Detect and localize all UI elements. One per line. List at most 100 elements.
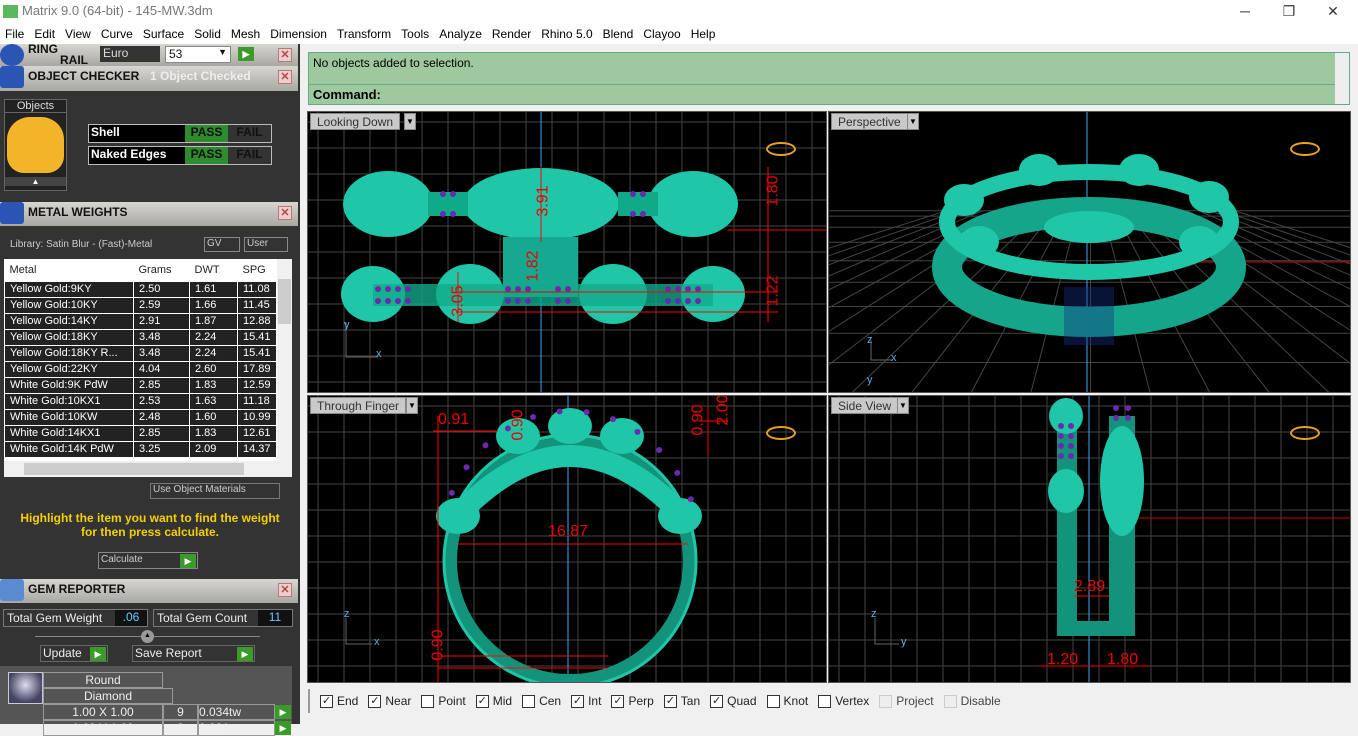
menu-edit[interactable]: Edit: [34, 27, 56, 41]
osnap-vertex[interactable]: Vertex: [818, 694, 869, 708]
osnap-knot[interactable]: Knot: [766, 694, 808, 708]
objects-thumbnail[interactable]: Objects ▲: [4, 99, 67, 191]
osnap-point[interactable]: Point: [421, 694, 466, 708]
maximize-button[interactable]: ❐: [1282, 3, 1296, 19]
menu-curve[interactable]: Curve: [100, 27, 133, 41]
close-panel-button[interactable]: ✕: [278, 583, 292, 597]
table-row[interactable]: Yellow Gold:22KY 4.04 2.60 17.89: [4, 360, 277, 378]
menu-solid[interactable]: Solid: [194, 27, 221, 41]
checkbox[interactable]: ✓: [368, 694, 382, 708]
osnap-project[interactable]: Project: [879, 694, 934, 708]
menu-transform[interactable]: Transform: [336, 27, 392, 41]
checkbox[interactable]: [522, 694, 536, 708]
table-row[interactable]: Yellow Gold:14KY 2.91 1.87 12.88: [4, 312, 277, 330]
gem-row[interactable]: 1.00 X 1.00 9 0.034tw ▶: [43, 704, 292, 720]
save-report-button[interactable]: Save Report ▶: [132, 645, 255, 662]
view-orientation-icon[interactable]: [766, 142, 796, 156]
column-header[interactable]: SPG: [237, 259, 277, 281]
select-gem-button[interactable]: ▶: [275, 705, 291, 719]
menu-help[interactable]: Help: [690, 27, 716, 41]
viewport-label[interactable]: Looking Down: [310, 113, 401, 130]
menu-analyze[interactable]: Analyze: [439, 27, 482, 41]
checkbox[interactable]: [421, 694, 435, 708]
checkbox[interactable]: [879, 694, 893, 708]
viewport-looking-down[interactable]: Looking Down ▼ 3.91 1.82 1.80 1.22 3.05 y x: [307, 111, 827, 393]
view-orientation-icon[interactable]: [766, 426, 796, 440]
table-row[interactable]: White Gold:10KW 2.48 1.60 10.99: [4, 408, 277, 426]
checkbox[interactable]: ✓: [475, 694, 489, 708]
close-panel-button[interactable]: ✕: [278, 206, 292, 220]
ring-size-select[interactable]: 53 ▼: [165, 46, 231, 63]
osnap-perp[interactable]: ✓ Perp: [611, 694, 654, 708]
checkbox[interactable]: ✓: [611, 694, 625, 708]
view-orientation-icon[interactable]: [1290, 142, 1320, 156]
apply-size-button[interactable]: ▶: [238, 47, 254, 61]
use-object-materials-toggle[interactable]: Use Object Materials: [150, 483, 280, 499]
menu-blend[interactable]: Blend: [602, 27, 634, 41]
collapse-icon[interactable]: ▲: [141, 630, 154, 643]
column-header[interactable]: Metal: [4, 259, 134, 281]
viewport-through-finger[interactable]: Through Finger ▼ 0.91 0.90 2.00 16.87 0.90 0.90…: [307, 395, 827, 683]
table-row[interactable]: White Gold:9K PdW 2.85 1.83 12.59: [4, 376, 277, 394]
menu-view[interactable]: View: [65, 27, 91, 41]
osnap-near[interactable]: ✓ Near: [368, 694, 411, 708]
vertical-scrollbar[interactable]: [277, 259, 292, 461]
osnap-int[interactable]: ✓ Int: [571, 694, 601, 708]
user-toggle[interactable]: User: [244, 237, 288, 252]
ring-standard-field[interactable]: Euro: [100, 46, 160, 62]
chevron-down-icon[interactable]: ▼: [406, 397, 418, 414]
checkbox[interactable]: [943, 694, 957, 708]
column-header[interactable]: Grams: [133, 259, 190, 281]
close-panel-button[interactable]: ✕: [278, 48, 292, 62]
horizontal-scrollbar[interactable]: [4, 461, 292, 477]
osnap-end[interactable]: ✓ End: [320, 694, 358, 708]
viewport-label[interactable]: Perspective: [831, 113, 908, 130]
osnap-disable[interactable]: Disable: [943, 694, 1001, 708]
osnap-quad[interactable]: ✓ Quad: [710, 694, 757, 708]
chevron-down-icon[interactable]: ▼: [907, 113, 919, 130]
gv-toggle[interactable]: GV: [204, 237, 240, 252]
checkbox[interactable]: [766, 694, 780, 708]
menu-dimension[interactable]: Dimension: [270, 27, 327, 41]
osnap-mid[interactable]: ✓ Mid: [475, 694, 512, 708]
checkbox[interactable]: [818, 694, 832, 708]
chevron-down-icon[interactable]: ▼: [404, 113, 416, 130]
menu-surface[interactable]: Surface: [142, 27, 185, 41]
menu-mesh[interactable]: Mesh: [230, 27, 261, 41]
table-row[interactable]: White Gold:14KX1 2.85 1.83 12.61: [4, 424, 277, 442]
command-prompt[interactable]: Command:: [309, 85, 1349, 104]
viewport-label[interactable]: Side View: [831, 397, 899, 414]
checkbox[interactable]: ✓: [320, 694, 333, 708]
table-row[interactable]: Yellow Gold:10KY 2.59 1.66 11.45: [4, 296, 277, 314]
command-scrollbar[interactable]: [1335, 53, 1349, 104]
close-panel-button[interactable]: ✕: [278, 70, 292, 84]
close-button[interactable]: ✕: [1327, 3, 1339, 19]
view-orientation-icon[interactable]: [1290, 426, 1320, 440]
checkbox[interactable]: ✓: [710, 694, 724, 708]
select-gem-button[interactable]: ▶: [275, 721, 291, 735]
expand-up-icon[interactable]: ▲: [5, 177, 66, 186]
chevron-down-icon[interactable]: ▼: [897, 397, 909, 414]
menu-clayoo[interactable]: Clayoo: [643, 27, 681, 41]
calculate-button[interactable]: Calculate ▶: [98, 552, 198, 569]
osnap-tan[interactable]: ✓ Tan: [663, 694, 700, 708]
checkbox[interactable]: ✓: [663, 694, 677, 708]
osnap-cen[interactable]: Cen: [522, 694, 561, 708]
table-row[interactable]: Yellow Gold:18KY R... 3.48 2.24 15.41: [4, 344, 277, 362]
menu-tools[interactable]: Tools: [401, 27, 430, 41]
column-header[interactable]: DWT: [189, 259, 238, 281]
minimize-button[interactable]: ─: [1240, 3, 1250, 19]
table-row[interactable]: Yellow Gold:18KY 3.48 2.24 15.41: [4, 328, 277, 346]
menu-rhino-5-0[interactable]: Rhino 5.0: [541, 27, 593, 41]
table-row[interactable]: White Gold:10KX1 2.53 1.63 11.18: [4, 392, 277, 410]
menu-file[interactable]: File: [5, 27, 25, 41]
toolbar-grip[interactable]: [308, 689, 310, 713]
menu-render[interactable]: Render: [491, 27, 532, 41]
checkbox[interactable]: ✓: [571, 694, 585, 708]
table-row[interactable]: Yellow Gold:9KY 2.50 1.61 11.08: [4, 280, 277, 298]
gem-row[interactable]: 1.60 X 1.60 2 0.031tw ▶: [43, 720, 292, 736]
viewport-label[interactable]: Through Finger: [310, 397, 407, 414]
viewport-side-view[interactable]: Side View ▼ 2.89 1.20 1.80 z y: [828, 395, 1351, 683]
viewport-perspective[interactable]: Perspective ▼ z x y: [828, 111, 1351, 393]
table-row[interactable]: White Gold:14K PdW 3.25 2.09 14.37: [4, 440, 277, 458]
